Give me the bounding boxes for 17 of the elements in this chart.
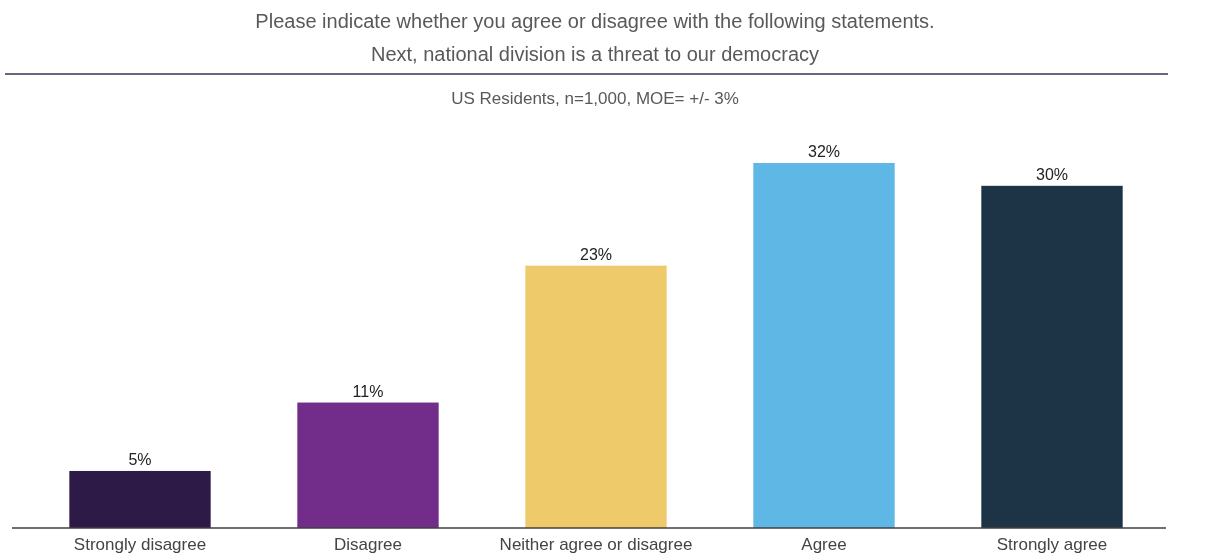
chart-subtitle: US Residents, n=1,000, MOE= +/- 3% xyxy=(451,89,739,108)
bar xyxy=(981,185,1123,528)
x-tick-label: Agree xyxy=(801,535,847,554)
bar xyxy=(297,402,439,528)
data-label: 30% xyxy=(1035,165,1069,183)
data-label: 32% xyxy=(807,143,841,160)
x-tick-label: Neither agree or disagree xyxy=(499,535,693,554)
x-tick-label: Disagree xyxy=(333,535,403,554)
chart-title: Please indicate whether you agree or disagree with the following statements. Next, national division is a threat to our democracy xyxy=(255,10,935,65)
data-label: 5% xyxy=(128,450,152,468)
bar xyxy=(525,265,667,528)
bar xyxy=(69,470,211,528)
data-label: 11% xyxy=(352,382,384,400)
x-tick-label: Strongly agree xyxy=(996,535,1108,554)
x-tick-label: Strongly disagree xyxy=(73,535,207,554)
data-label: 23% xyxy=(579,245,613,263)
bar xyxy=(753,163,895,528)
